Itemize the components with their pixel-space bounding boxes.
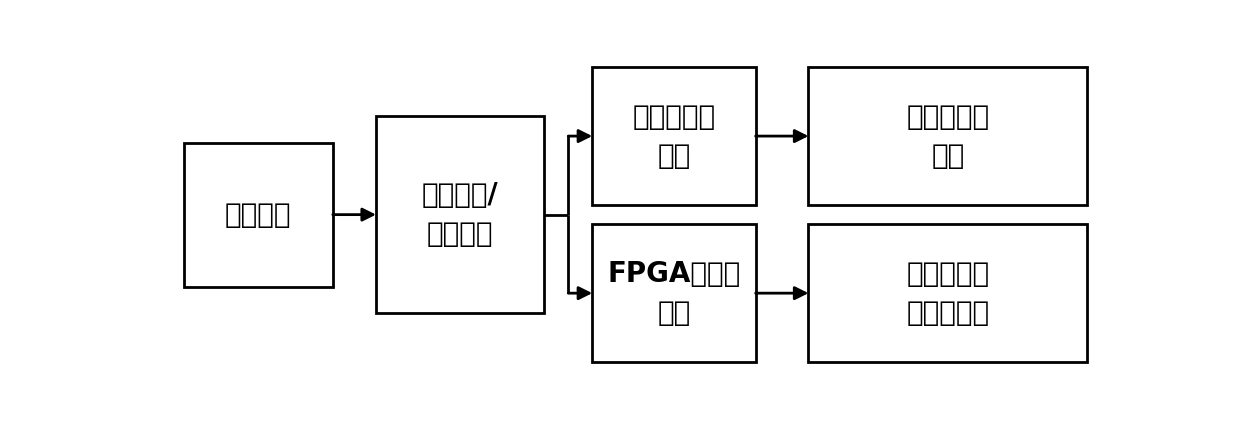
Bar — [593, 224, 755, 362]
Text: 窗口显示处
理后的信号: 窗口显示处 理后的信号 — [906, 260, 990, 327]
Text: 上位机显示
波形: 上位机显示 波形 — [906, 102, 990, 170]
Bar — [184, 143, 332, 286]
Text: 打开激光: 打开激光 — [224, 201, 291, 229]
Bar — [376, 116, 544, 313]
Bar — [593, 68, 755, 205]
Bar — [808, 224, 1087, 362]
Text: 示波卡采集
信号: 示波卡采集 信号 — [632, 102, 715, 170]
Text: FPGA采集并
控制: FPGA采集并 控制 — [608, 260, 740, 327]
Bar — [808, 68, 1087, 205]
Text: 打开微波/
接收微波: 打开微波/ 接收微波 — [422, 181, 498, 248]
